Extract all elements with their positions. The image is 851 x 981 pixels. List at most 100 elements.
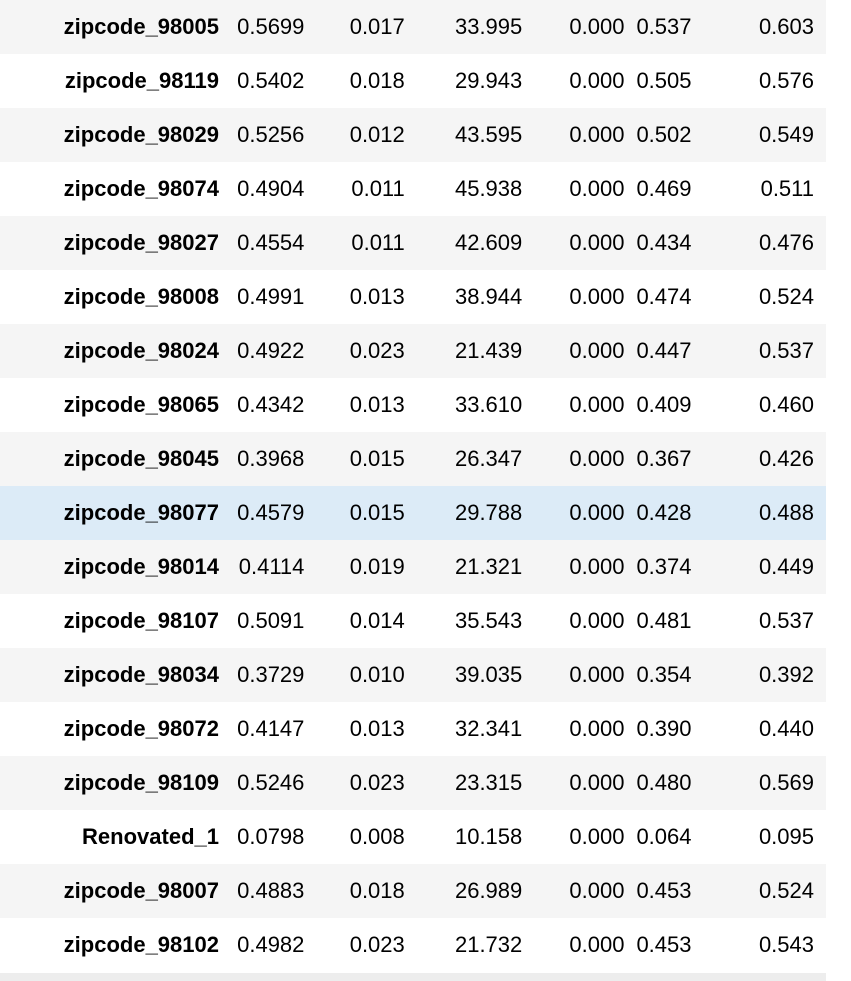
std-err-cell: 0.018 [349, 68, 405, 93]
coef-cell: 0.5246 [237, 770, 305, 795]
std-err-cell: 0.013 [349, 284, 405, 309]
coef-cell: 0.4579 [237, 500, 305, 525]
table-row[interactable]: zipcode_98045 0.3968 0.015 26.347 0.000 0.367… [0, 432, 826, 486]
z-cell: 29.943 [454, 68, 523, 93]
row-label: zipcode_98007 [63, 878, 219, 903]
coef-cell: 0.4554 [237, 230, 305, 255]
table-row[interactable]: zipcode_98072 0.4147 0.013 32.341 0.000 0.390… [0, 702, 826, 756]
z-cell: 42.609 [454, 230, 523, 255]
std-err-cell: 0.015 [349, 500, 405, 525]
ci-lower-cell: 0.428 [636, 500, 692, 525]
std-err-cell: 0.023 [349, 770, 405, 795]
coef-cell: 0.0798 [237, 824, 305, 849]
ci-upper-cell: 0.543 [758, 932, 814, 957]
p-value-cell: 0.000 [569, 338, 625, 363]
ci-lower-cell: 0.434 [636, 230, 692, 255]
z-cell: 35.543 [454, 608, 523, 633]
row-label: zipcode_98034 [63, 662, 219, 687]
ci-lower-cell: 0.453 [636, 932, 692, 957]
ci-lower-cell: 0.537 [636, 14, 692, 39]
row-label: zipcode_98072 [63, 716, 219, 741]
coefficients-table: zipcode_98005 0.5699 0.017 33.995 0.000 0.537… [0, 0, 826, 972]
p-value-cell: 0.000 [569, 392, 625, 417]
ci-upper-cell: 0.488 [758, 500, 814, 525]
p-value-cell: 0.000 [569, 14, 625, 39]
table-row[interactable]: zipcode_98034 0.3729 0.010 39.035 0.000 0.354… [0, 648, 826, 702]
table-row[interactable]: zipcode_98065 0.4342 0.013 33.610 0.000 0.409… [0, 378, 826, 432]
coef-cell: 0.4922 [237, 338, 305, 363]
ci-upper-cell: 0.511 [760, 176, 814, 201]
ci-lower-cell: 0.064 [636, 824, 692, 849]
table-row[interactable]: zipcode_98109 0.5246 0.023 23.315 0.000 0.480… [0, 756, 826, 810]
p-value-cell: 0.000 [569, 608, 625, 633]
table-row[interactable]: Renovated_1 0.0798 0.008 10.158 0.000 0.064 0.… [0, 810, 826, 864]
coef-cell: 0.3968 [237, 446, 305, 471]
ci-lower-cell: 0.474 [636, 284, 692, 309]
z-cell: 10.158 [454, 824, 523, 849]
ci-upper-cell: 0.440 [758, 716, 814, 741]
ci-lower-cell: 0.453 [636, 878, 692, 903]
std-err-cell: 0.019 [349, 554, 405, 579]
z-cell: 45.938 [454, 176, 523, 201]
table-row[interactable]: zipcode_98027 0.4554 0.011 42.609 0.000 0.434… [0, 216, 826, 270]
std-err-cell: 0.012 [349, 122, 405, 147]
ci-upper-cell: 0.549 [758, 122, 814, 147]
std-err-cell: 0.013 [349, 716, 405, 741]
coef-cell: 0.4883 [237, 878, 305, 903]
z-cell: 38.944 [454, 284, 523, 309]
ci-lower-cell: 0.505 [636, 68, 692, 93]
coef-cell: 0.4904 [237, 176, 305, 201]
ci-upper-cell: 0.576 [758, 68, 814, 93]
ci-lower-cell: 0.502 [636, 122, 692, 147]
ci-upper-cell: 0.524 [758, 284, 814, 309]
table-row[interactable]: zipcode_98008 0.4991 0.013 38.944 0.000 0.474… [0, 270, 826, 324]
row-label: zipcode_98005 [63, 14, 219, 39]
table-row[interactable]: zipcode_98102 0.4982 0.023 21.732 0.000 0.453… [0, 918, 826, 972]
ci-lower-cell: 0.481 [636, 608, 692, 633]
std-err-cell: 0.008 [349, 824, 405, 849]
ci-lower-cell: 0.390 [636, 716, 692, 741]
ci-upper-cell: 0.460 [758, 392, 814, 417]
p-value-cell: 0.000 [569, 500, 625, 525]
table-row[interactable]: zipcode_98024 0.4922 0.023 21.439 0.000 0.447… [0, 324, 826, 378]
p-value-cell: 0.000 [569, 770, 625, 795]
z-cell: 21.439 [454, 338, 523, 363]
ci-lower-cell: 0.409 [636, 392, 692, 417]
table-row[interactable]: zipcode_98074 0.4904 0.011 45.938 0.000 0.469… [0, 162, 826, 216]
ci-upper-cell: 0.569 [758, 770, 814, 795]
row-label: zipcode_98065 [63, 392, 219, 417]
coef-cell: 0.5402 [237, 68, 305, 93]
p-value-cell: 0.000 [569, 446, 625, 471]
table-row[interactable]: zipcode_98014 0.4114 0.019 21.321 0.000 0.374… [0, 540, 826, 594]
table-row[interactable]: zipcode_98029 0.5256 0.012 43.595 0.000 0.502… [0, 108, 826, 162]
std-err-cell: 0.018 [349, 878, 405, 903]
row-label: zipcode_98008 [63, 284, 219, 309]
p-value-cell: 0.000 [569, 878, 625, 903]
row-label: Renovated_1 [82, 824, 219, 849]
std-err-cell: 0.017 [349, 14, 405, 39]
table-row[interactable]: zipcode_98077 0.4579 0.015 29.788 0.000 0.428… [0, 486, 826, 540]
ci-upper-cell: 0.603 [758, 14, 814, 39]
p-value-cell: 0.000 [569, 824, 625, 849]
p-value-cell: 0.000 [569, 122, 625, 147]
table-body: zipcode_98005 0.5699 0.017 33.995 0.000 0.537… [0, 0, 826, 972]
ci-lower-cell: 0.354 [636, 662, 692, 687]
table-bottom-edge [0, 973, 826, 981]
coef-cell: 0.3729 [237, 662, 305, 687]
p-value-cell: 0.000 [569, 554, 625, 579]
ci-lower-cell: 0.367 [636, 446, 692, 471]
std-err-cell: 0.013 [349, 392, 405, 417]
z-cell: 33.995 [454, 14, 523, 39]
ci-upper-cell: 0.095 [758, 824, 814, 849]
coef-cell: 0.4982 [237, 932, 305, 957]
p-value-cell: 0.000 [569, 932, 625, 957]
z-cell: 32.341 [454, 716, 523, 741]
table-row[interactable]: zipcode_98119 0.5402 0.018 29.943 0.000 0.505… [0, 54, 826, 108]
table-row[interactable]: zipcode_98007 0.4883 0.018 26.989 0.000 0.453… [0, 864, 826, 918]
table-row[interactable]: zipcode_98005 0.5699 0.017 33.995 0.000 0.537… [0, 0, 826, 54]
coef-cell: 0.5699 [237, 14, 305, 39]
std-err-cell: 0.010 [349, 662, 405, 687]
std-err-cell: 0.014 [349, 608, 405, 633]
table-row[interactable]: zipcode_98107 0.5091 0.014 35.543 0.000 0.481… [0, 594, 826, 648]
row-label: zipcode_98102 [63, 932, 219, 957]
